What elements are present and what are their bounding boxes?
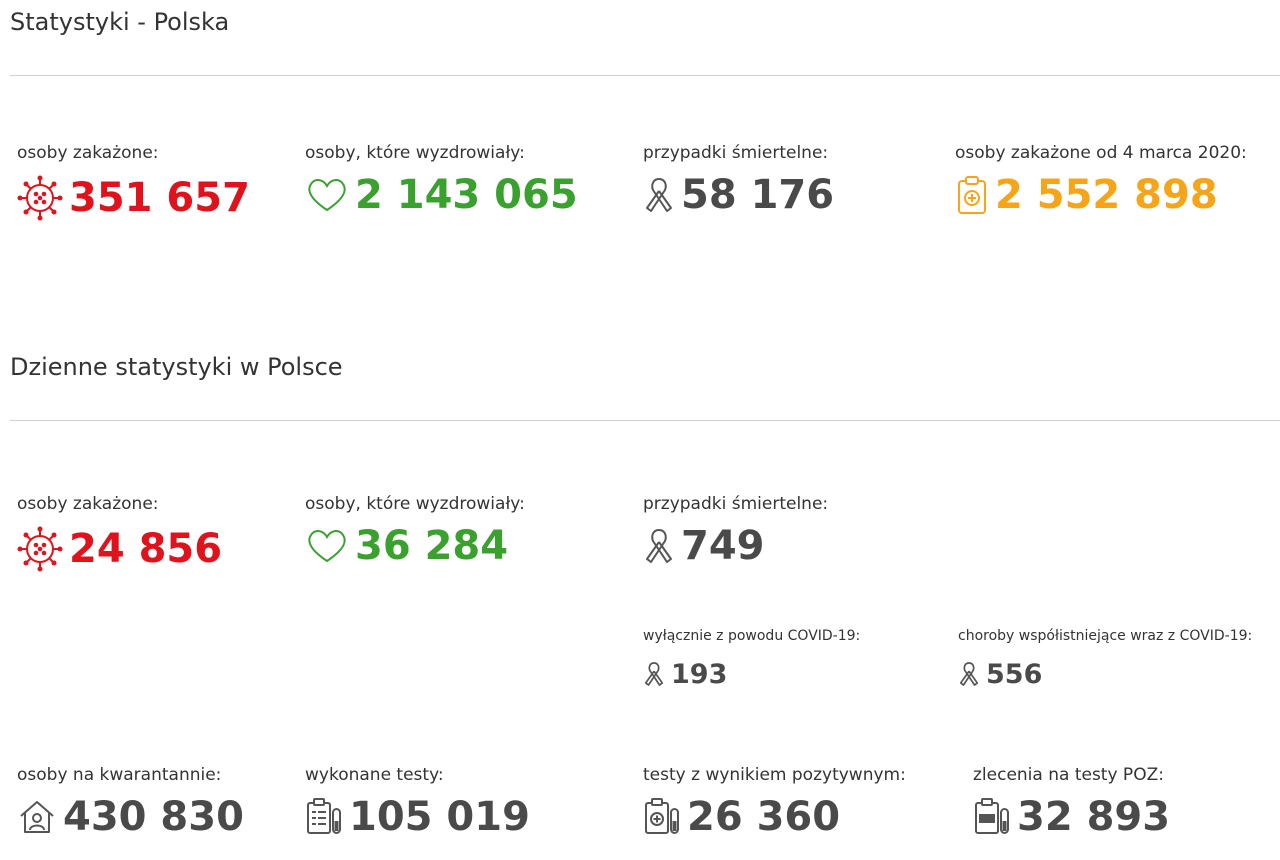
- stat-label: zlecenia na testy POZ:: [973, 765, 1164, 785]
- daily-tests-stat: wykonane testy: 105 019: [305, 765, 530, 837]
- daily-deaths-comorbid-stat: choroby współistniejące wraz z COVID-19:…: [958, 628, 1252, 688]
- stat-label: wyłącznie z powodu COVID-19:: [643, 628, 861, 644]
- stat-label: osoby zakażone:: [17, 143, 159, 163]
- daily-quarantine-stat: osoby na kwarantannie: 430 830: [17, 765, 244, 837]
- daily-infected-stat: osoby zakażone:: [17, 494, 222, 572]
- stat-value: 351 657: [69, 175, 250, 221]
- stat-label: przypadki śmiertelne:: [643, 143, 829, 163]
- ribbon-icon: [643, 526, 675, 566]
- section-title-overall: Statystyki - Polska: [10, 8, 230, 36]
- divider: [10, 75, 1280, 76]
- stat-value: 2 143 065: [355, 172, 578, 218]
- virus-icon: [17, 175, 63, 221]
- stat-label: wykonane testy:: [305, 765, 444, 785]
- poz-clipboard-icon: [973, 797, 1011, 837]
- ribbon-icon: [643, 175, 675, 215]
- stat-value: 193: [671, 658, 728, 690]
- stat-label: testy z wynikiem pozytywnym:: [643, 765, 906, 785]
- stat-value: 430 830: [63, 794, 244, 840]
- overall-recovered-stat: osoby, które wyzdrowiały: 2 143 065: [305, 143, 578, 215]
- stat-label: osoby, które wyzdrowiały:: [305, 143, 525, 163]
- overall-deaths-stat: przypadki śmiertelne: 58 176: [643, 143, 834, 215]
- stat-value: 36 284: [355, 523, 509, 569]
- divider: [10, 420, 1280, 421]
- stat-label: osoby na kwarantannie:: [17, 765, 222, 785]
- ribbon-icon: [958, 660, 980, 688]
- test-tube-icon: [305, 797, 343, 837]
- stat-value: 24 856: [69, 526, 223, 572]
- stat-value: 2 552 898: [995, 172, 1218, 218]
- stat-value: 749: [681, 523, 765, 569]
- stat-label: osoby zakażone:: [17, 494, 159, 514]
- heart-icon: [305, 176, 349, 214]
- stat-label: osoby zakażone od 4 marca 2020:: [955, 143, 1247, 163]
- clipboard-medical-icon: [955, 175, 989, 215]
- daily-poz-orders-stat: zlecenia na testy POZ: 32 893: [973, 765, 1170, 837]
- daily-deaths-stat: przypadki śmiertelne: 749: [643, 494, 828, 566]
- stat-value: 556: [986, 658, 1043, 690]
- virus-icon: [17, 526, 63, 572]
- overall-total-infected-stat: osoby zakażone od 4 marca 2020: 2 552 89…: [955, 143, 1247, 215]
- stat-value: 58 176: [681, 172, 835, 218]
- stat-value: 26 360: [687, 794, 841, 840]
- overall-infected-stat: osoby zakażone:: [17, 143, 250, 221]
- ribbon-icon: [643, 660, 665, 688]
- stat-label: przypadki śmiertelne:: [643, 494, 829, 514]
- stat-value: 105 019: [349, 794, 530, 840]
- stat-label: choroby współistniejące wraz z COVID-19:: [958, 628, 1253, 644]
- daily-recovered-stat: osoby, które wyzdrowiały: 36 284: [305, 494, 525, 566]
- house-person-icon: [17, 798, 57, 836]
- section-title-daily: Dzienne statystyki w Polsce: [10, 353, 343, 381]
- daily-deaths-covid-only-stat: wyłącznie z powodu COVID-19: 193: [643, 628, 860, 688]
- daily-positive-tests-stat: testy z wynikiem pozytywnym: 26 360: [643, 765, 906, 837]
- heart-icon: [305, 527, 349, 565]
- test-tube-icon: [643, 797, 681, 837]
- stat-label: osoby, które wyzdrowiały:: [305, 494, 525, 514]
- stat-value: 32 893: [1017, 794, 1171, 840]
